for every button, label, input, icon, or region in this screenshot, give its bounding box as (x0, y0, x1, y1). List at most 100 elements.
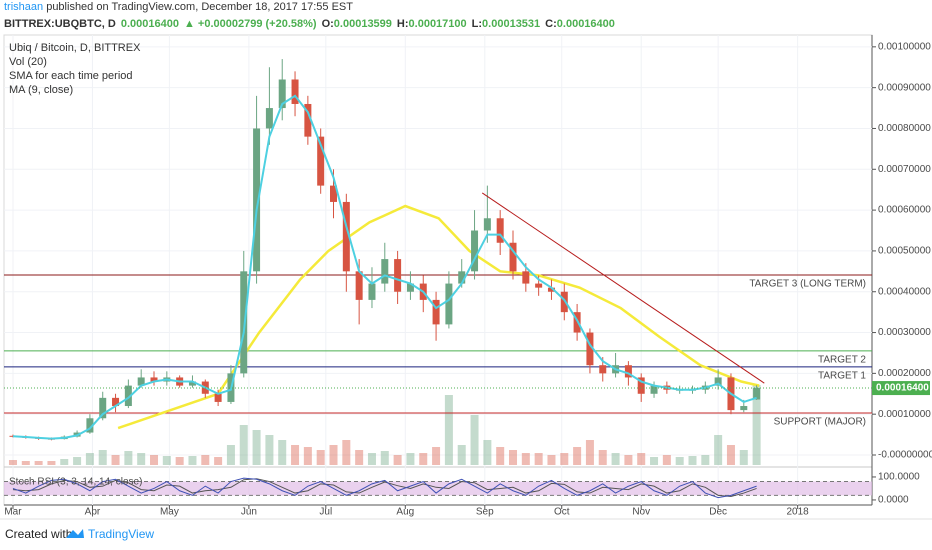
volume-bar (60, 459, 69, 465)
volume-bar (521, 453, 530, 465)
candle-body (753, 388, 761, 400)
level-label: TARGET 2 (818, 355, 866, 366)
sma-line (117, 204, 760, 430)
volume-bar (650, 457, 659, 465)
stoch-k-line (12, 477, 757, 499)
stoch-title: Stoch RSI (3, 3, 14, 14, close) (9, 477, 142, 488)
volume-bar (496, 447, 505, 465)
y-tick-label: 0.00040000 (878, 286, 931, 297)
volume-bar (73, 457, 82, 465)
y-tick-label: -0.00000000 (878, 450, 932, 461)
candle-body (637, 377, 645, 394)
candle-body (522, 271, 530, 284)
volume-bar (137, 453, 146, 465)
volume-bar (406, 453, 415, 465)
candle-body (471, 230, 479, 272)
stoch-band (4, 481, 872, 496)
candle-body (394, 259, 402, 292)
y-tick-label: 0.00030000 (878, 327, 931, 338)
candle-body (483, 218, 491, 231)
legend-entry: SMA for each time period (9, 70, 133, 82)
level-label: SUPPORT (MAJOR) (774, 417, 866, 428)
ohlc-value: 0.00013531 (482, 18, 540, 30)
x-tick-label: Sep (476, 507, 494, 518)
volume-bar (611, 453, 620, 465)
volume-bar (585, 440, 594, 465)
ohlc-key: C: (545, 18, 557, 30)
x-tick-label: May (160, 507, 179, 518)
x-tick-label: Mar (4, 507, 22, 518)
volume-bar (201, 455, 210, 465)
candle-body (445, 283, 453, 325)
candle-body (137, 377, 145, 386)
level-label: TARGET 3 (LONG TERM) (749, 279, 866, 290)
volume-bar (162, 456, 171, 465)
author[interactable]: trishaan (4, 1, 43, 13)
volume-bar (329, 445, 338, 465)
legend-entry: MA (9, close) (9, 84, 73, 96)
ma-line (12, 94, 757, 440)
footer-created: Created with (5, 527, 72, 541)
volume-bar (47, 461, 56, 465)
volume-bar (380, 451, 389, 465)
candle-body (547, 287, 555, 292)
y-tick-label: 0.00050000 (878, 246, 931, 257)
volume-bar (432, 447, 441, 465)
volume-bar (111, 455, 120, 465)
volume-bar (239, 425, 248, 465)
volume-bar (573, 447, 582, 465)
volume-bar (624, 455, 633, 465)
ohlc-value: 0.00017100 (409, 18, 467, 30)
stoch-tick-label: 0.0000 (878, 495, 909, 506)
stoch-tick-label: 100.0000 (878, 472, 920, 483)
volume-bar (265, 435, 274, 465)
volume-bar (188, 456, 197, 465)
y-tick-label: 0.00060000 (878, 205, 931, 216)
volume-bar (483, 440, 492, 465)
volume-bar (8, 460, 17, 465)
volume-bar (714, 435, 723, 465)
volume-bar (688, 456, 697, 465)
volume-bar (739, 450, 748, 465)
volume-bar (278, 440, 287, 465)
candle-body (535, 283, 543, 288)
y-tick-label: 0.00010000 (878, 409, 931, 420)
volume-bar (355, 450, 364, 465)
candle-body (86, 418, 94, 433)
ohlc-key: H: (397, 18, 409, 30)
footer-brand[interactable]: TradingView (88, 527, 154, 541)
x-tick-label: 2018 (787, 507, 810, 518)
logo-icon (66, 529, 84, 538)
volume-bar (214, 457, 223, 465)
volume-bar (470, 415, 479, 465)
last-price-box (872, 381, 930, 396)
candle-body (496, 218, 504, 243)
volume-bar (303, 447, 312, 465)
candle-body (278, 79, 286, 109)
volume-bar (560, 453, 569, 465)
header-line-2: BITTREX:UBQBTC, D 0.00016400 ▲ +0.00002799… (4, 18, 615, 30)
y-tick-label: 0.00090000 (878, 82, 931, 93)
candle-body (317, 136, 325, 186)
volume-bar (534, 453, 543, 465)
volume-bar (662, 455, 671, 465)
ohlc-key: O: (322, 18, 334, 30)
volume-bar (150, 455, 159, 465)
volume-bar (21, 461, 30, 465)
candle-body (560, 291, 568, 313)
price: 0.00016400 (121, 18, 179, 30)
candle-body (112, 397, 120, 407)
candle-body (342, 201, 350, 272)
stoch-d-line (12, 478, 757, 498)
volume-bar (124, 451, 133, 465)
x-tick-label: Nov (632, 507, 650, 518)
candle-body (458, 271, 466, 284)
candle-body (381, 259, 389, 284)
y-tick-label: 0.00080000 (878, 123, 931, 134)
volume-bar (98, 450, 107, 465)
x-tick-label: Apr (85, 507, 101, 518)
volume-bar (701, 455, 710, 465)
chart-title: Ubiq / Bitcoin, D, BITTREX (9, 42, 141, 54)
y-tick-label: 0.00070000 (878, 164, 931, 175)
